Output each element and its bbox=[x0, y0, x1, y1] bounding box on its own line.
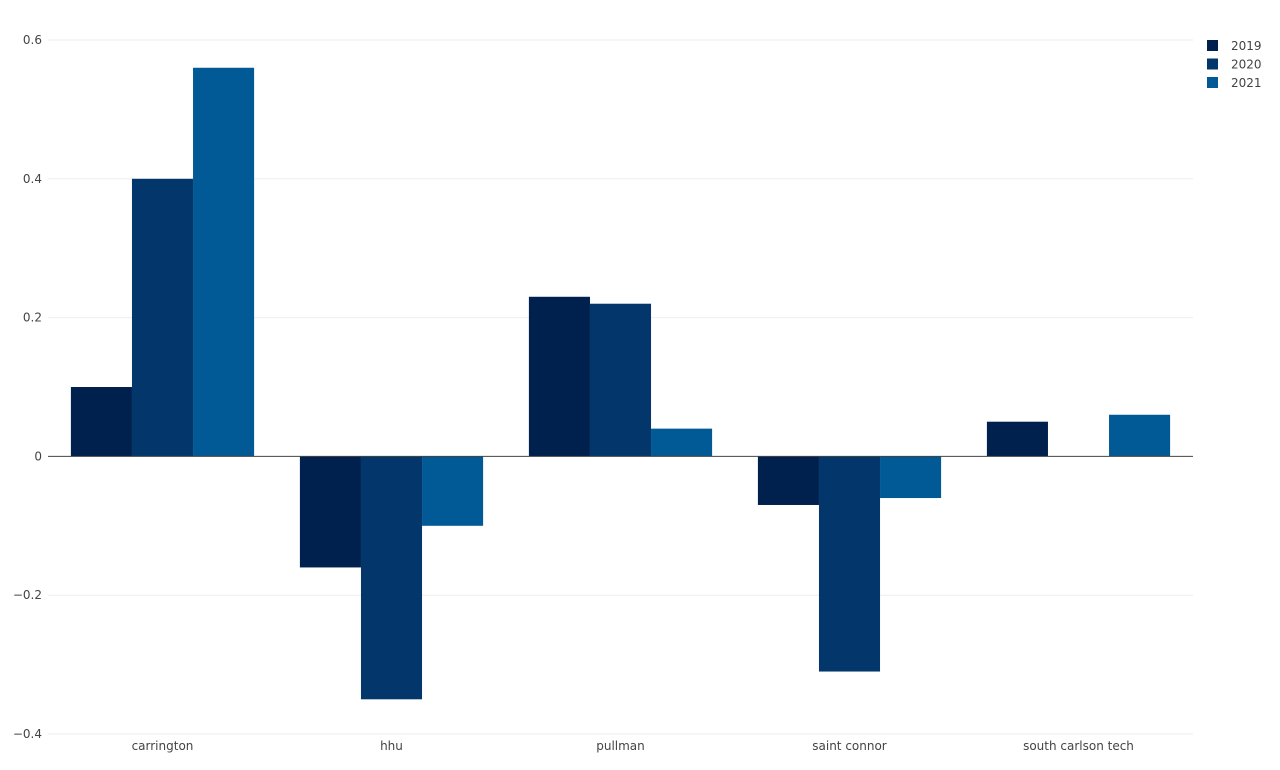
y-tick-label: −0.2 bbox=[13, 588, 42, 602]
bar-2020-hhu bbox=[360, 456, 423, 700]
x-tick-label: pullman bbox=[596, 739, 645, 753]
bar-2019-saint-connor bbox=[757, 456, 819, 505]
bar-2021-hhu bbox=[422, 456, 484, 526]
y-tick-label: 0 bbox=[34, 449, 42, 463]
bar-2019-hhu bbox=[299, 456, 361, 568]
bar-2021-saint-connor bbox=[880, 456, 942, 499]
bar-2021-pullman bbox=[651, 428, 713, 457]
y-tick-label: 0.6 bbox=[23, 33, 42, 47]
legend[interactable]: 2019 2020 2021 bbox=[1207, 39, 1262, 90]
bar-2020-pullman bbox=[589, 303, 652, 457]
bar-2019-south-carlson-tech bbox=[986, 421, 1048, 457]
x-tick-label: carrington bbox=[132, 739, 194, 753]
legend-swatch-2021[interactable] bbox=[1207, 77, 1218, 88]
bar-marks bbox=[70, 67, 1171, 700]
bar-2020-saint-connor bbox=[818, 456, 881, 672]
x-axis-ticks: carrington hhu pullman saint connor south ca… bbox=[132, 739, 1134, 753]
y-tick-label: 0.2 bbox=[23, 311, 42, 325]
legend-swatch-2020[interactable] bbox=[1207, 58, 1218, 70]
legend-label-2019[interactable]: 2019 bbox=[1231, 39, 1262, 53]
legend-label-2021[interactable]: 2021 bbox=[1231, 76, 1262, 90]
y-axis-ticks: −0.4 −0.2 0 0.2 0.4 0.6 bbox=[13, 33, 42, 741]
bar-2019-carrington bbox=[70, 387, 132, 457]
x-tick-label: saint connor bbox=[812, 739, 887, 753]
x-tick-label: hhu bbox=[380, 739, 403, 753]
bar-2019-pullman bbox=[528, 296, 590, 457]
bar-2021-south-carlson-tech bbox=[1109, 414, 1171, 457]
legend-label-2020[interactable]: 2020 bbox=[1231, 58, 1262, 72]
legend-swatch-2019[interactable] bbox=[1207, 40, 1218, 51]
y-tick-label: −0.4 bbox=[13, 727, 42, 741]
bar-2021-carrington bbox=[193, 67, 255, 457]
bar-2020-carrington bbox=[131, 178, 194, 457]
y-tick-label: 0.4 bbox=[23, 172, 42, 186]
x-tick-label: south carlson tech bbox=[1023, 739, 1134, 753]
